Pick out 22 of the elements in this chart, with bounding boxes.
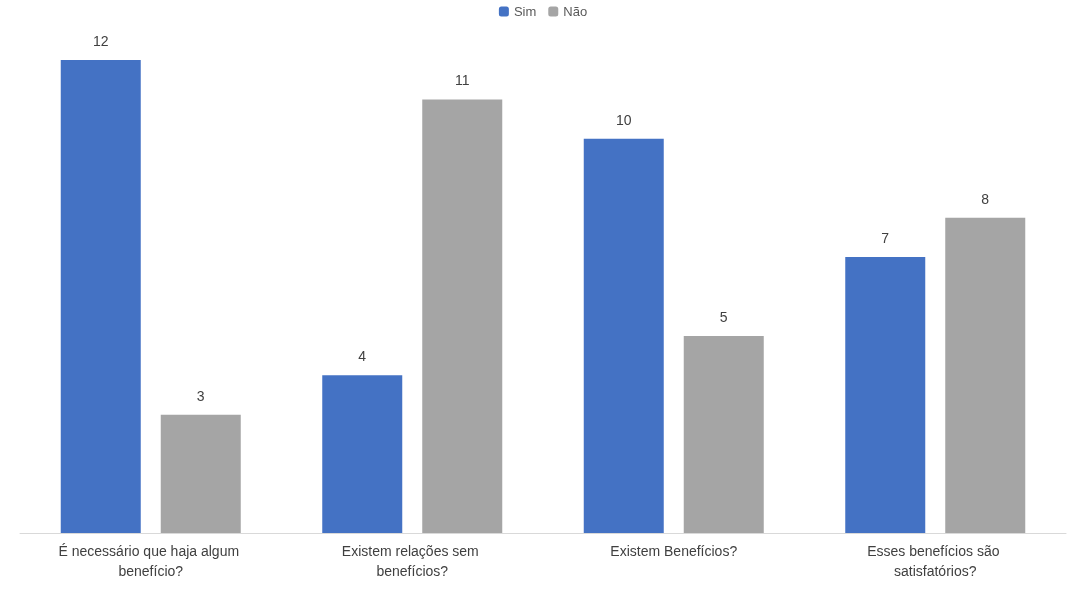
data-label: 8: [981, 190, 990, 207]
x-tick-label: Esses benefícios são satisfatórios?: [867, 543, 1004, 579]
data-label: 12: [92, 33, 109, 49]
bar: [322, 375, 403, 533]
legend-label: Não: [563, 4, 588, 19]
x-tick-label: É necessário que haja algum benefício?: [58, 543, 243, 579]
bar: [683, 335, 764, 533]
data-label: 4: [358, 348, 367, 365]
x-tick-label: Existem Benefícios?: [610, 543, 738, 559]
bar: [945, 217, 1026, 533]
bar: [160, 414, 241, 533]
data-label: 5: [719, 308, 728, 325]
x-tick-label: Existem relações sem benefícios?: [341, 543, 483, 579]
data-label: 11: [454, 72, 470, 89]
data-label: 7: [881, 230, 890, 247]
bar: [422, 99, 503, 533]
legend-label: Sim: [513, 4, 537, 19]
data-label: 10: [615, 111, 632, 128]
bar: [845, 257, 926, 533]
data-label: 3: [196, 387, 205, 404]
bar: [583, 138, 664, 533]
bar: [60, 60, 141, 533]
